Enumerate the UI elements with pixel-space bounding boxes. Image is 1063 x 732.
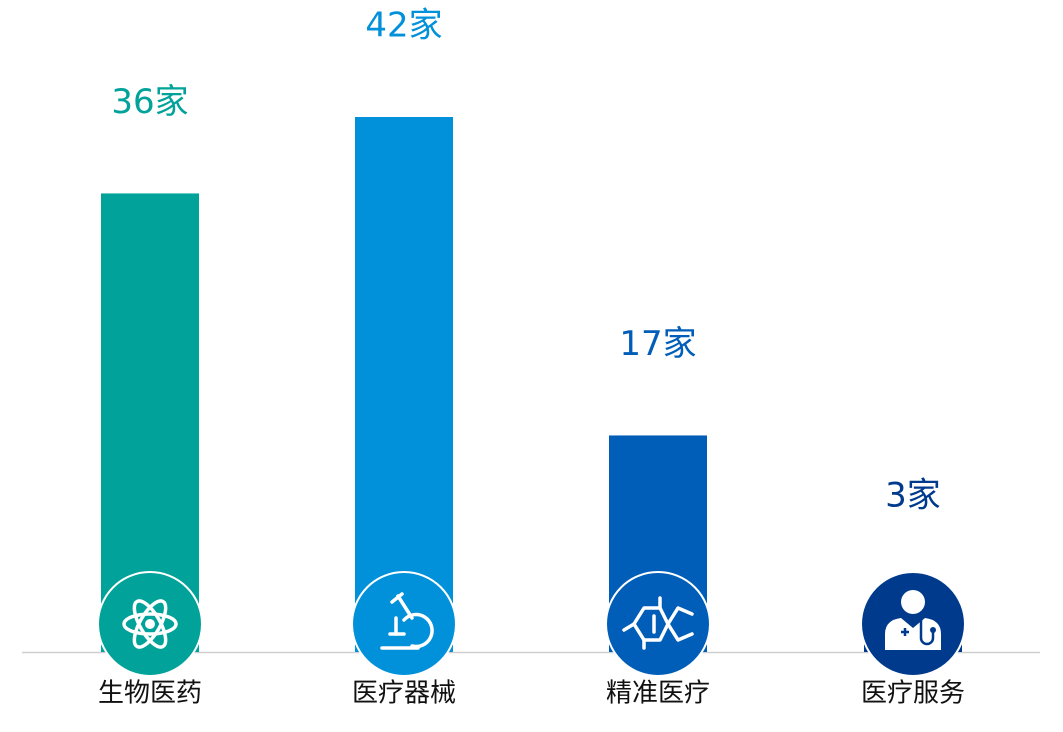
icon-badge — [351, 571, 457, 677]
value-label: 42家 — [365, 6, 442, 46]
x-tick-label: 精准医疗 — [606, 679, 710, 709]
x-tick-label: 医疗服务 — [861, 679, 965, 709]
icons — [122, 590, 941, 650]
bars — [101, 117, 962, 652]
value-label: 3家 — [885, 476, 941, 516]
value-label: 36家 — [111, 82, 188, 122]
icon-badge — [605, 571, 711, 677]
icon-badge — [860, 571, 966, 677]
bar — [355, 117, 453, 652]
x-tick-label: 医疗器械 — [352, 679, 456, 709]
value-label: 17家 — [619, 324, 696, 364]
atom-icon — [122, 599, 178, 649]
badges — [97, 571, 966, 677]
molecule-icon — [622, 596, 694, 650]
doctor-icon — [885, 590, 941, 650]
x-tick-label: 生物医药 — [98, 679, 202, 709]
microscope-icon — [380, 592, 434, 650]
